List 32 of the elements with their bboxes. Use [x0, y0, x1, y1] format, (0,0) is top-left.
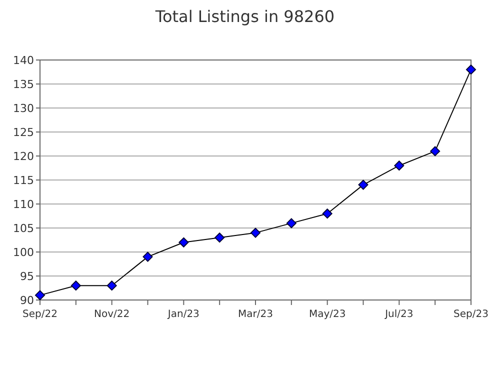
- point: [394, 160, 404, 171]
- chart-title: Total Listings in 98260: [154, 7, 335, 26]
- point: [70, 280, 81, 291]
- y-tick-label: 135: [13, 78, 34, 91]
- x-tick-label: Sep/22: [22, 309, 58, 320]
- x-tick-label: Mar/23: [238, 309, 273, 320]
- y-tick-label: 100: [13, 246, 34, 259]
- point: [286, 218, 296, 228]
- y-tick-label: 125: [13, 126, 34, 139]
- x-tick-label: May/23: [308, 309, 346, 320]
- point: [466, 64, 476, 75]
- y-tick-label: 95: [20, 270, 34, 283]
- y-tick-label: 105: [13, 222, 34, 235]
- y-tick-label: 140: [13, 54, 34, 67]
- point: [358, 180, 368, 190]
- point: [322, 208, 332, 219]
- x-tick-label: Jan/23: [166, 309, 200, 320]
- point: [430, 146, 440, 156]
- point: [250, 228, 260, 238]
- y-tick-label: 115: [13, 174, 34, 187]
- point: [214, 232, 225, 243]
- x-tick-label: Nov/22: [94, 309, 130, 320]
- y-tick-label: 120: [13, 150, 34, 163]
- y-tick-label: 110: [13, 198, 34, 211]
- x-tick-label: Sep/23: [454, 309, 488, 320]
- y-tick-label: 90: [20, 294, 34, 307]
- point: [106, 280, 117, 291]
- point: [142, 252, 153, 262]
- point: [178, 237, 189, 248]
- point: [35, 290, 45, 300]
- x-tick-label: Jul/23: [384, 309, 414, 320]
- y-tick-label: 130: [13, 102, 34, 115]
